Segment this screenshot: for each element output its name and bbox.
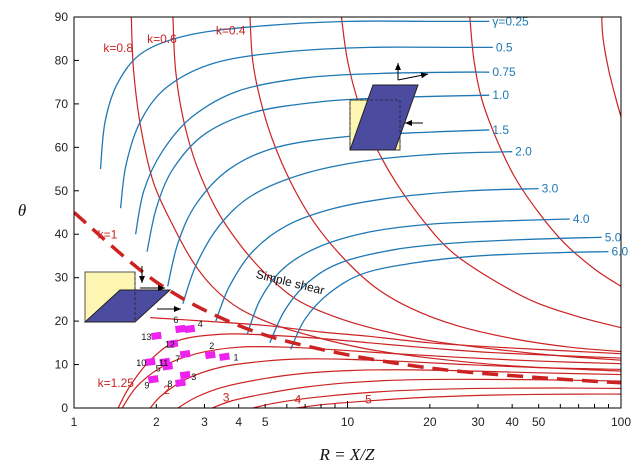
gamma-curve-label: 1.5: [492, 123, 509, 137]
k-curve-15: [296, 393, 621, 408]
gamma-curve-9: [269, 236, 602, 344]
x-tick-label: 10: [341, 415, 355, 429]
k-curve-label: k=1.25: [98, 376, 135, 390]
x-tick-label: 1: [71, 415, 78, 429]
gamma-curve-label: 5.0: [605, 230, 622, 244]
gamma-curve-label: 0.5: [496, 40, 513, 54]
sample-point-9: [147, 375, 159, 384]
k-curve-label: k=0.4: [216, 23, 246, 37]
y-tick-label: 50: [55, 184, 69, 198]
sample-point-8: [174, 378, 186, 387]
x-tick-label: 30: [471, 415, 485, 429]
k-curve-label: k=0.6: [147, 32, 177, 46]
sample-point-13: [150, 331, 162, 341]
sample-point-label: 11: [159, 358, 168, 368]
k-curve-12: [177, 369, 621, 408]
k-curve-4: [340, 17, 621, 329]
sample-point-label: 10: [136, 358, 146, 368]
sample-point-11: [159, 357, 171, 367]
y-tick-label: 70: [55, 97, 69, 111]
gamma-curve-label: 2.0: [515, 145, 532, 159]
x-tick-label: 100: [611, 415, 631, 429]
x-tick-label: 4: [235, 415, 242, 429]
y-tick-label: 60: [55, 140, 69, 154]
sample-point-label: 12: [165, 340, 175, 350]
sample-point-label: 13: [141, 332, 151, 342]
k-curve-label: k=1: [98, 228, 118, 242]
gamma-curve-5: [167, 129, 490, 287]
x-tick-label: 20: [423, 415, 437, 429]
y-tick-label: 80: [55, 53, 69, 67]
k-curve-13: [211, 378, 621, 408]
inset-top: [349, 63, 429, 151]
x-tick-label: 50: [532, 415, 546, 429]
gamma-curve-label: γ=0.25: [492, 14, 529, 28]
sample-point-10: [144, 357, 156, 367]
gamma-curve-label: 0.75: [492, 65, 516, 79]
inset-top-dashed-box: [349, 99, 401, 151]
k-curve-label: k=0.8: [103, 41, 133, 55]
simple-shear-layer: [74, 211, 621, 385]
sample-point-label: 5: [156, 363, 161, 373]
y-tick-label: 40: [55, 227, 69, 241]
k-curve-label: 4: [294, 393, 301, 407]
gamma-curve-label: 6.0: [611, 245, 628, 259]
k-curve-2: [172, 17, 621, 361]
sample-point-2: [204, 350, 216, 360]
gamma-curves: [99, 20, 609, 350]
gamma-curve-label: 3.0: [542, 182, 559, 196]
y-tick-label: 0: [61, 401, 68, 415]
k-curve-label: 2: [163, 383, 170, 397]
inset-left-parallelogram: [83, 289, 172, 323]
sample-point-label: 7: [175, 354, 180, 364]
sample-point-label: 2: [209, 341, 214, 351]
gamma-curve-8: [246, 218, 570, 335]
gamma-curve-2: [119, 46, 493, 209]
k-curve-6: [601, 17, 621, 118]
plot-background: [74, 17, 621, 408]
gamma-curve-1: [99, 20, 490, 170]
y-tick-label: 10: [55, 358, 69, 372]
gamma-curve-7: [215, 187, 539, 322]
sample-point-label: 8: [167, 379, 172, 389]
x-tick-label: 3: [201, 415, 208, 429]
gamma-curve-label: 4.0: [573, 212, 590, 226]
inset-left: [83, 266, 181, 323]
sample-point-label: 9: [144, 380, 149, 390]
sample-point-7: [179, 349, 191, 359]
k-curve-10: [121, 345, 621, 408]
y-tick-label: 30: [55, 271, 69, 285]
x-tick-label: 2: [153, 415, 160, 429]
x-axis-title: R = X/Z: [319, 445, 375, 464]
gamma-curve-label: 1.0: [492, 88, 509, 102]
sample-point-label: 4: [198, 319, 203, 329]
k-curve-1: [130, 17, 621, 372]
simple-shear-line: [74, 211, 621, 385]
sample-point-12: [167, 339, 179, 348]
k-curve-3: [249, 17, 621, 353]
sample-point-label: 3: [191, 372, 196, 382]
gamma-curve-10: [290, 250, 609, 350]
k-curve-14: [252, 387, 621, 408]
sample-point-3: [179, 370, 191, 380]
sample-point-6: [174, 324, 186, 334]
x-tick-label: 40: [505, 415, 519, 429]
k-curve-8: [150, 317, 621, 355]
y-tick-label: 90: [55, 10, 69, 24]
sample-point-4: [184, 324, 196, 334]
y-axis-title: θ: [18, 201, 26, 220]
sample-point-1: [219, 352, 230, 361]
k-curve-label: 5: [365, 393, 372, 407]
sample-point-label: 6: [173, 315, 178, 325]
k-curve-label: 3: [223, 390, 230, 404]
y-tick-label: 20: [55, 314, 69, 328]
inset-top-arrow-right: [397, 72, 429, 81]
gamma-curve-6: [182, 151, 513, 304]
x-tick-label: 5: [262, 415, 269, 429]
gamma-curve-3: [134, 71, 490, 235]
sample-point-label: 1: [233, 353, 238, 363]
